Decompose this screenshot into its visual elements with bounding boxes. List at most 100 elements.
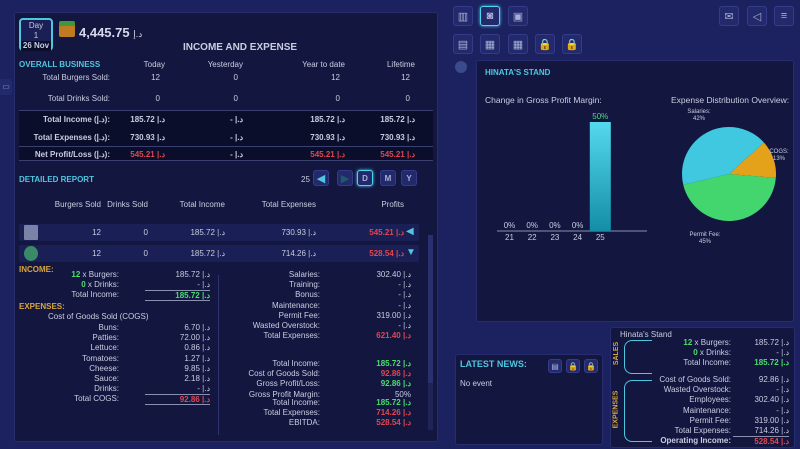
row-label: Total Burgers Sold:: [42, 73, 110, 82]
side-tab-button[interactable]: ▭: [0, 79, 12, 95]
cell-value: - |.د: [230, 150, 243, 159]
locked-stand-icon[interactable]: 🔒: [535, 34, 555, 54]
cell-value: 545.21 |.د: [310, 150, 345, 159]
income-label: Total Income:: [35, 290, 119, 299]
stand-tab-icon[interactable]: ◙: [480, 6, 500, 26]
monthly-view-button[interactable]: M: [380, 170, 396, 186]
column-header: Total Expenses: [261, 200, 316, 209]
yearly-view-button[interactable]: Y: [401, 170, 417, 186]
day-badge[interactable]: Day 1 26 Nov: [19, 18, 53, 51]
cell-value: 185.72 |.د: [130, 115, 165, 124]
cogs-label: Cheese:: [89, 363, 119, 373]
next-period-button[interactable]: ▶: [337, 170, 353, 186]
pie-slice: [683, 174, 776, 221]
collapse-arrow-icon[interactable]: ▼: [406, 247, 416, 258]
cell-value: 0: [233, 94, 238, 103]
x-tick-label: 25: [596, 233, 605, 242]
locked-news-icon-2[interactable]: 🔒: [584, 359, 598, 373]
data-label: 0%: [549, 221, 561, 230]
expense-label: Total Expenses:: [674, 426, 731, 435]
gross-label: Cost of Goods Sold:: [248, 369, 320, 379]
cell-value: 12: [331, 73, 340, 82]
expenses-label: EXPENSES: [612, 390, 620, 429]
gross-value: 92.86 |.د: [380, 369, 411, 379]
x-tick-label: 24: [573, 233, 582, 242]
bar: [589, 122, 611, 231]
opex-value: 302.40 |.د: [376, 270, 411, 279]
gross-label: Total Income:: [272, 359, 320, 368]
cogs-label: Total COGS:: [74, 394, 119, 404]
license-icon[interactable]: ▤: [453, 34, 473, 54]
x-tick-label: 22: [528, 233, 537, 242]
totals-background: [19, 110, 433, 161]
cell-value: - |.د: [230, 133, 243, 142]
sound-icon[interactable]: ◁: [747, 6, 767, 26]
prev-period-button[interactable]: ◀: [313, 170, 329, 186]
cell-value: - |.د: [230, 115, 243, 124]
expense-label: Wasted Overstock:: [663, 385, 731, 395]
cell-value: 0: [405, 94, 410, 103]
shop-tab-icon[interactable]: ▣: [508, 6, 528, 26]
stand-1-icon[interactable]: ▦: [480, 34, 500, 54]
locked-news-icon[interactable]: 🔒: [566, 359, 580, 373]
cell-value: 714.26 |.د: [281, 249, 316, 258]
cash-register-icon: [59, 21, 75, 37]
cogs-value: 6.70 |.د: [184, 323, 210, 332]
expenses-bracket: [624, 380, 652, 442]
opex-label: Maintenance:: [271, 300, 320, 310]
sales-row-label: 0 x Drinks:: [641, 348, 731, 357]
stand-panel: HINATA'S STAND Change in Gross Profit Ma…: [476, 60, 794, 322]
table-row[interactable]: [19, 224, 419, 241]
expense-value: 92.86 |.د: [758, 375, 789, 384]
stand-2-icon[interactable]: ▦: [508, 34, 528, 54]
income-title: INCOME:: [19, 265, 54, 274]
cell-value: 545.21 |.د: [369, 228, 404, 237]
ebitda-value: 714.26 |.د: [376, 408, 411, 418]
quantity: 12: [71, 270, 81, 279]
date: 26 Nov: [21, 41, 51, 51]
pie-chart-title: Expense Distribution Overview:: [671, 95, 790, 105]
expense-value: 302.40 |.د: [754, 395, 789, 405]
sales-row-label: 12 x Burgers:: [641, 338, 731, 347]
building-tab-icon[interactable]: ▥: [453, 6, 473, 26]
sales-row-label: Total Income:: [641, 358, 731, 367]
expand-arrow-icon[interactable]: ◀: [406, 226, 414, 237]
income-expense-panel: Day 1 26 Nov 4,445.75 د.إ INCOME AND EXP…: [14, 12, 438, 442]
data-label: 0%: [572, 221, 584, 230]
ebitda-label: EBITDA:: [288, 418, 320, 428]
table-row[interactable]: [19, 245, 419, 262]
cell-value: 730.93 |.د: [281, 228, 316, 237]
opex-label: Wasted Overstock:: [252, 321, 320, 330]
cell-value: 12: [92, 249, 101, 258]
cell-value: 185.72 |.د: [190, 249, 225, 258]
opex-value: - |.د: [398, 290, 411, 300]
cogs-label: Sauce:: [94, 374, 119, 383]
sales-value: 185.72 |.د: [754, 338, 789, 347]
scrollbar-handle[interactable]: [428, 235, 433, 383]
cogs-label: Lettuce:: [90, 343, 119, 353]
page-title: INCOME AND EXPENSE: [182, 42, 298, 53]
expenses-title: EXPENSES:: [19, 302, 65, 311]
quantity: 0: [81, 280, 86, 289]
daily-view-button[interactable]: D: [357, 170, 373, 186]
slice-name: COGS:: [769, 149, 789, 155]
gross-value: 50%: [394, 389, 411, 399]
cogs-value: 9.85 |.د: [184, 363, 210, 373]
cell-value: 12: [151, 73, 160, 82]
cash-display: 4,445.75 د.إ: [79, 25, 142, 40]
data-label: 0%: [504, 221, 516, 230]
newspaper-icon[interactable]: ▤: [548, 359, 562, 373]
expense-label: Employees:: [689, 395, 731, 405]
cogs-value: - |.د: [197, 384, 210, 394]
cogs-label: Drinks:: [94, 384, 119, 394]
locked-gauge-icon[interactable]: 🔒: [562, 34, 582, 54]
expense-label: Permit Fee:: [689, 415, 731, 425]
cell-value: 185.72 |.د: [310, 115, 345, 124]
news-panel: LATEST NEWS: ▤ 🔒 🔒 No event: [455, 354, 603, 445]
menu-icon[interactable]: ≡: [774, 6, 794, 26]
opex-label: Salaries:: [288, 270, 320, 279]
opex-label: Training:: [289, 280, 320, 290]
column-header: Lifetime: [386, 60, 415, 69]
label: x Drinks:: [699, 348, 731, 358]
messages-icon[interactable]: ✉: [719, 6, 739, 26]
